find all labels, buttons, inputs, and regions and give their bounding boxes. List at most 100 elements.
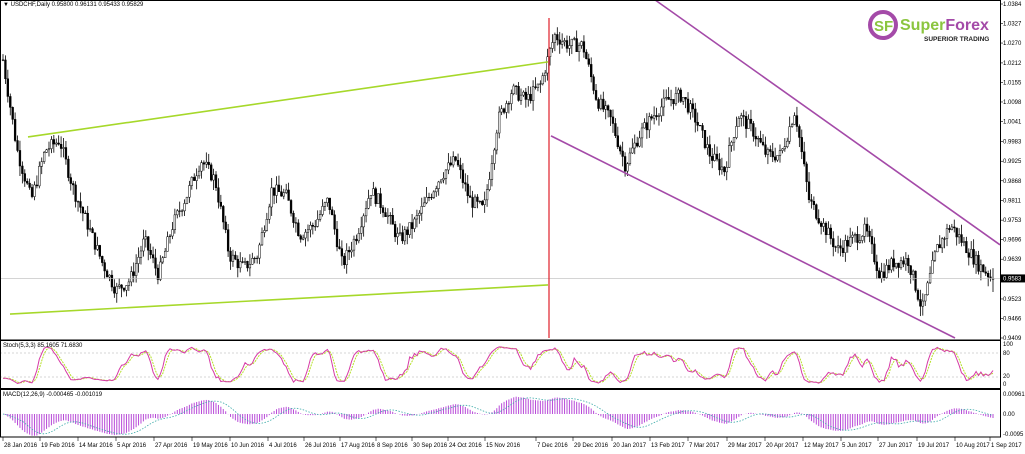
candle-body: [711, 156, 714, 161]
candle: [101, 255, 104, 267]
stoch-axis-label: 0: [1003, 382, 1007, 388]
candle: [715, 146, 719, 162]
candle-body: [735, 126, 738, 138]
candle-body: [79, 201, 82, 208]
date-tick-label: 13 Feb 2017: [651, 443, 685, 449]
candle-body: [118, 284, 121, 287]
candle: [401, 225, 404, 244]
candle: [880, 262, 883, 283]
candle-body: [207, 161, 210, 166]
candle-body: [360, 226, 363, 234]
candle-body: [466, 183, 469, 197]
candle-body: [323, 202, 327, 207]
candle: [628, 147, 632, 166]
candle: [527, 86, 530, 107]
candle-body: [899, 260, 903, 268]
candle: [691, 98, 695, 118]
candle-body: [849, 236, 852, 247]
candle-body: [863, 223, 866, 237]
candle-body: [275, 184, 278, 196]
candle: [761, 134, 765, 147]
candle: [248, 254, 252, 277]
candle: [822, 218, 825, 232]
candle: [355, 234, 358, 245]
candle-body: [268, 206, 271, 220]
candle: [35, 175, 39, 189]
candle: [861, 235, 864, 244]
candle: [398, 223, 402, 236]
candle: [989, 269, 992, 282]
candle: [849, 227, 852, 248]
candle-body: [461, 169, 465, 183]
candle: [64, 140, 68, 165]
candle-body: [403, 229, 406, 242]
candle-body: [957, 234, 961, 238]
candle: [936, 243, 939, 253]
candle-body: [655, 115, 658, 118]
candle-body: [626, 163, 629, 172]
candle-body: [149, 249, 152, 255]
candle-body: [807, 181, 811, 200]
candle: [377, 193, 380, 204]
candle-body: [253, 257, 256, 260]
candle-body: [265, 219, 268, 231]
candle-body: [628, 152, 632, 164]
candle-body: [732, 137, 736, 143]
candle: [347, 246, 351, 261]
candle: [757, 135, 760, 147]
candle: [856, 226, 859, 251]
candle: [88, 219, 92, 232]
candle-body: [587, 58, 590, 65]
stoch-main-line: [2, 346, 994, 385]
candle-body: [844, 240, 847, 253]
candle-body: [195, 175, 198, 181]
candle-body: [834, 246, 837, 248]
candle: [594, 84, 598, 101]
candle-body: [800, 137, 803, 153]
candle-body: [495, 132, 498, 151]
candle: [410, 213, 414, 239]
candle-body: [260, 232, 264, 246]
candle-body: [948, 228, 951, 230]
candle: [781, 148, 784, 154]
candle: [188, 180, 191, 203]
candle-body: [599, 98, 603, 109]
candle-body: [28, 182, 31, 188]
candle-body: [297, 222, 300, 237]
candle-body: [749, 118, 753, 124]
candle-body: [217, 187, 220, 203]
candle-body: [694, 108, 697, 123]
candle-body: [493, 149, 496, 164]
candle-body: [287, 189, 290, 201]
candle: [759, 130, 762, 144]
date-tick-label: 10 Aug 2017: [956, 443, 990, 449]
candle: [258, 242, 261, 265]
date-tick-label: 28 Jan 2016: [4, 443, 38, 449]
candle: [476, 194, 479, 209]
candle: [844, 234, 847, 262]
candle-body: [326, 197, 329, 204]
candle: [909, 265, 912, 284]
candle-body: [652, 115, 656, 119]
candle: [74, 181, 77, 208]
candle-body: [137, 257, 140, 264]
candle: [604, 100, 607, 120]
candle: [945, 223, 949, 247]
candle: [42, 150, 46, 164]
candle: [878, 267, 881, 280]
candle-body: [606, 105, 610, 111]
candle: [938, 235, 941, 249]
candle: [256, 255, 259, 264]
symbol-ohlc: USDCHF,Daily 0.95800 0.96131 0.95433 0.9…: [10, 2, 144, 8]
candle-body: [577, 45, 581, 53]
candle: [812, 196, 816, 210]
candle-body: [130, 271, 133, 283]
candle: [597, 97, 600, 112]
candle: [686, 92, 690, 115]
candle: [611, 109, 615, 133]
candle-body: [660, 106, 663, 117]
candle: [268, 203, 271, 224]
price-tick-label: 1.0327: [1003, 22, 1022, 28]
candle-body: [805, 163, 808, 183]
